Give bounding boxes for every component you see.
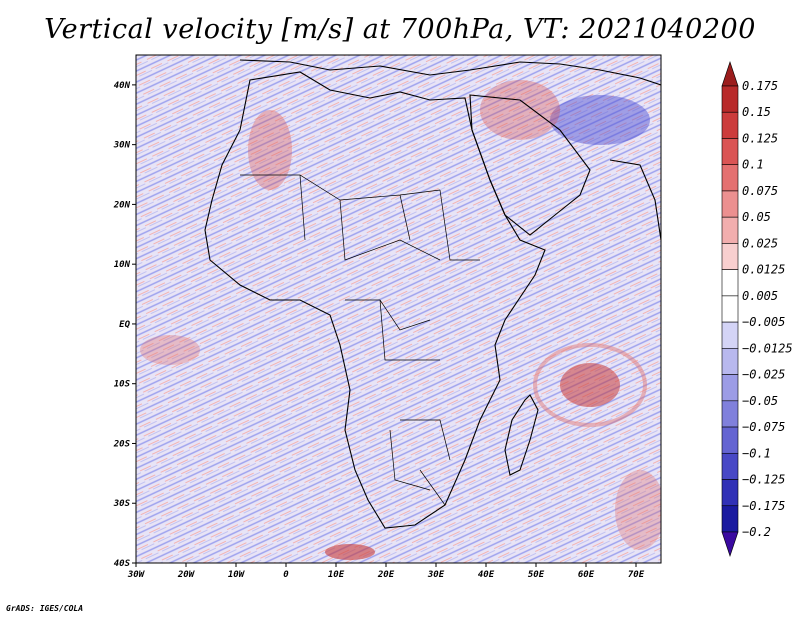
colorbar-label: −0.1 xyxy=(742,446,771,460)
strong-downdraft-region xyxy=(550,95,650,145)
lon-tick-label: 20W xyxy=(177,570,196,580)
updraft-region-south xyxy=(325,544,375,560)
cyclone-updraft xyxy=(560,363,620,407)
colorbar-label: −0.175 xyxy=(742,499,785,513)
lat-tick-label: 40N xyxy=(114,81,131,91)
colorbar-label: −0.025 xyxy=(742,368,785,382)
lat-tick-label: 20N xyxy=(113,200,131,210)
colorbar-swatch xyxy=(721,348,739,375)
colorbar-swatch xyxy=(721,164,739,192)
colorbar-label: −0.125 xyxy=(742,473,785,487)
lon-tick-label: 20E xyxy=(377,570,395,580)
lon-tick-label: 10E xyxy=(328,570,345,580)
velocity-anomalies xyxy=(140,80,661,560)
lat-tick-label: 30S xyxy=(113,499,131,509)
colorbar-swatch xyxy=(721,111,739,139)
updraft-region-middle-east xyxy=(480,80,560,140)
lon-tick-label: 30W xyxy=(127,570,146,580)
cyclone-band xyxy=(533,343,647,427)
colorbar-swatch xyxy=(721,374,739,402)
madagascar-coastline xyxy=(504,394,539,476)
lon-tick-label: 60E xyxy=(578,570,595,580)
colorbar-bottom-arrow xyxy=(721,531,739,557)
colorbar-swatch xyxy=(721,505,739,533)
chart-title: Vertical velocity [m/s] at 700hPa, VT: 2… xyxy=(44,14,756,45)
vertical-velocity-field xyxy=(136,55,661,563)
colorbar-swatch xyxy=(721,216,739,244)
lat-tick-label: 30N xyxy=(113,141,131,151)
grads-credit: GrADS: IGES/COLA xyxy=(6,604,84,613)
india-coastline xyxy=(609,159,661,241)
colorbar-label: 0.125 xyxy=(742,131,778,145)
lon-tick-label: 70E xyxy=(628,570,645,580)
colorbar-swatch xyxy=(721,400,739,428)
lon-tick-label: 30E xyxy=(427,570,445,580)
colorbar-swatch xyxy=(721,85,739,113)
colorbar-swatch xyxy=(721,321,739,349)
colorbar-label: −0.075 xyxy=(742,420,785,434)
lat-tick-label: 10N xyxy=(114,260,131,270)
lat-tick-label: EQ xyxy=(119,320,130,330)
colorbar-label: 0.1 xyxy=(742,158,764,172)
europe-coastline xyxy=(239,59,661,86)
colorbar-label: 0.15 xyxy=(742,105,771,119)
map-plot-area xyxy=(136,55,661,563)
colorbar-label: 0.0125 xyxy=(742,263,785,277)
lat-tick-label: 10S xyxy=(114,380,131,390)
latitude-axis: 40N 30N 20N 10N EQ 10S 20S 30S 40S xyxy=(113,81,136,569)
colorbar-label: 0.075 xyxy=(742,184,778,198)
colorbar-label: 0.005 xyxy=(742,289,778,303)
lon-tick-label: 10W xyxy=(228,570,246,580)
colorbar-label: −0.2 xyxy=(742,525,771,539)
colorbar-swatch xyxy=(721,479,739,507)
colorbar-swatch xyxy=(721,243,739,270)
colorbar-top-arrow xyxy=(721,61,739,87)
updraft-region-atlas xyxy=(248,110,292,190)
lon-tick-label: 0 xyxy=(283,570,289,580)
colorbar-label: 0.05 xyxy=(742,210,771,224)
lon-tick-label: 50E xyxy=(528,570,545,580)
coastlines xyxy=(204,59,661,529)
colorbar-label: −0.005 xyxy=(742,315,785,329)
updraft-region-southeast xyxy=(615,470,661,550)
map-frame xyxy=(135,54,662,564)
lat-tick-label: 20S xyxy=(113,439,131,449)
africa-coastline xyxy=(204,71,546,529)
longitude-axis: 30W 20W 10W 0 10E 20E 30E 40E 50E 60E 70E xyxy=(127,563,645,580)
colorbar-swatch xyxy=(721,138,739,166)
arabia-coastline xyxy=(469,94,591,236)
colorbar-swatch xyxy=(721,190,739,218)
lat-tick-label: 40S xyxy=(114,559,131,569)
colorbar-swatch xyxy=(721,269,739,297)
colorbar-label: −0.05 xyxy=(742,394,778,408)
colorbar-swatch xyxy=(721,295,739,323)
country-borders xyxy=(240,174,480,506)
colorbar: 0.175 0.15 0.125 0.1 0.075 0.05 0.025 0.0125 0.0… xyxy=(721,61,793,557)
colorbar-swatch xyxy=(721,452,739,480)
colorbar-label: 0.025 xyxy=(742,236,778,250)
updraft-region-atlantic xyxy=(140,335,200,365)
lon-tick-label: 40E xyxy=(478,570,495,580)
colorbar-swatch xyxy=(721,426,739,454)
colorbar-label: 0.175 xyxy=(742,79,778,93)
colorbar-label: −0.0125 xyxy=(742,341,793,355)
